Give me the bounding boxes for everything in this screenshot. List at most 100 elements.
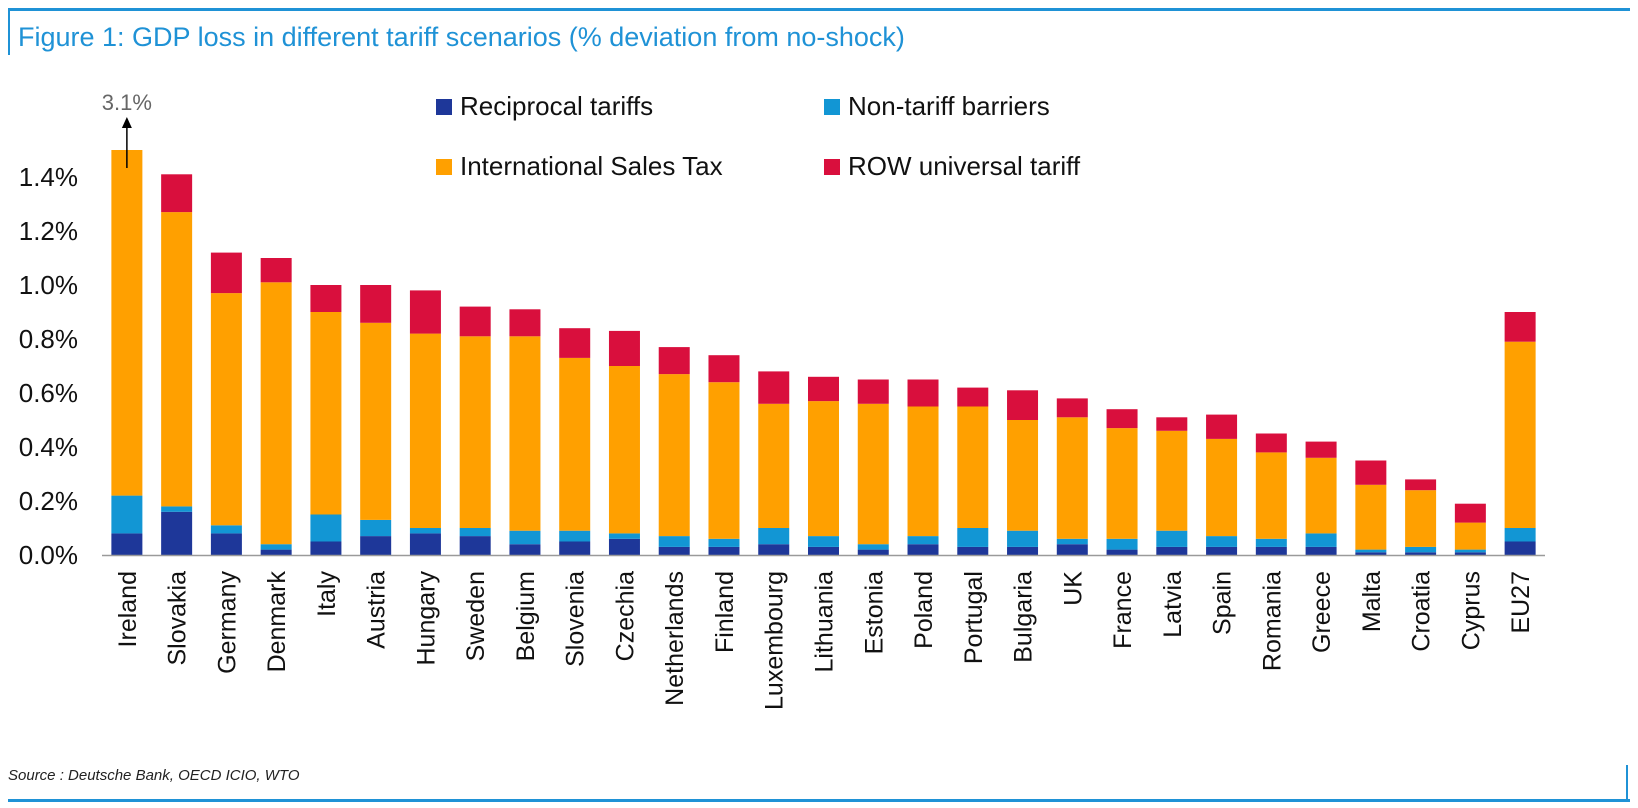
bar-segment-reciprocal [310, 541, 342, 555]
bar-segment-nontariff [559, 530, 591, 542]
bar-segment-reciprocal [857, 549, 889, 555]
bar-segment-nontariff [1156, 530, 1188, 547]
bar-segment-row [608, 330, 640, 366]
bar-segment-row [459, 306, 491, 337]
bar-segment-reciprocal [608, 538, 640, 555]
bar-segment-row [1007, 390, 1039, 420]
header-side-rule [8, 8, 10, 55]
x-category-label: Italy [313, 571, 341, 617]
x-category-label: Slovakia [164, 571, 192, 666]
bar-segment-row [907, 379, 939, 407]
bar-segment-ist [857, 403, 889, 545]
bar-segment-ist [1405, 490, 1437, 547]
annotation-arrow-head [121, 117, 132, 128]
bar-segment-row [509, 309, 541, 337]
bar-segment-row [1056, 398, 1088, 418]
bar-segment-reciprocal [708, 546, 740, 555]
y-tick-label: 0.6% [19, 378, 78, 408]
bar-segment-ist [808, 401, 839, 537]
x-category-label: Greece [1308, 571, 1336, 653]
bar-segment-ist [210, 293, 242, 526]
bar-segment-nontariff [260, 544, 292, 550]
bar-segment-ist [260, 282, 292, 545]
bar-segment-row [360, 285, 392, 323]
x-category-label: Czechia [611, 571, 639, 661]
bar-segment-nontariff [409, 528, 441, 534]
bar-segment-row [1206, 414, 1238, 439]
bar-segment-ist [559, 357, 591, 531]
legend-label-ist: International Sales Tax [460, 151, 723, 181]
y-tick-label: 1.2% [19, 216, 78, 246]
bar-segment-nontariff [1355, 549, 1387, 553]
x-category-label: Malta [1358, 571, 1386, 632]
bar-segment-ist [1305, 457, 1337, 534]
bar-segment-nontariff [907, 536, 939, 545]
bar-segment-ist [1255, 452, 1287, 539]
bar-segment-reciprocal [758, 544, 790, 555]
header-rule [8, 8, 1630, 11]
bar-segment-row [708, 355, 740, 383]
bar-segment-row [161, 174, 193, 213]
bar-segment-row [1405, 479, 1437, 491]
x-category-label: Cyprus [1457, 571, 1485, 650]
bar-segment-ist [1206, 438, 1238, 537]
bar-segment-ist [1504, 341, 1536, 528]
bar-segment-reciprocal [957, 546, 989, 555]
bar-segment-reciprocal [1056, 544, 1088, 555]
bar-segment-nontariff [310, 514, 342, 542]
bar-segment-reciprocal [1504, 541, 1536, 555]
bar-segment-reciprocal [1106, 549, 1138, 555]
bar-segment-nontariff [957, 528, 989, 547]
x-category-label: Belgium [512, 571, 540, 661]
bar-segment-row [1106, 409, 1138, 429]
x-category-label: Latvia [1159, 571, 1187, 638]
bar-segment-row [210, 252, 242, 294]
bar-segment-reciprocal [260, 549, 292, 555]
bar-segment-row [1355, 460, 1387, 485]
bar-segment-row [260, 258, 292, 283]
bar-segment-row [1156, 417, 1188, 431]
bar-segment-nontariff [1454, 549, 1486, 553]
x-category-label: Spain [1209, 571, 1237, 635]
bar-segment-ist [907, 406, 939, 537]
legend-swatch-ist [436, 159, 452, 175]
bar-segment-ist [459, 336, 491, 528]
bar-segment-row [409, 290, 441, 334]
bar-segment-nontariff [1405, 546, 1437, 553]
x-category-label: Denmark [263, 571, 291, 673]
bar-segment-reciprocal [161, 511, 193, 555]
bar-segment-nontariff [1255, 538, 1287, 547]
bar-segment-nontariff [758, 528, 790, 545]
bar-segment-ist [957, 406, 989, 528]
bar-segment-ist [1007, 420, 1039, 531]
x-category-label: Poland [910, 571, 938, 649]
bar-segment-reciprocal [1156, 546, 1188, 555]
x-category-label: Luxembourg [761, 571, 789, 710]
bar-segment-reciprocal [1355, 552, 1387, 555]
footer-side-rule [1626, 765, 1628, 799]
bar-segment-row [1504, 312, 1536, 342]
bar-segment-nontariff [1504, 528, 1536, 542]
bar-segment-nontariff [1206, 536, 1238, 547]
y-tick-label: 1.4% [19, 162, 78, 192]
bar-segment-ist [1454, 522, 1486, 550]
x-category-label: Germany [213, 571, 241, 674]
bar-segment-row [1255, 433, 1287, 453]
bar-segment-reciprocal [658, 546, 690, 555]
bar-segment-reciprocal [459, 536, 491, 555]
source-note: Source : Deutsche Bank, OECD ICIO, WTO [8, 767, 300, 784]
annotation-label: 3.1% [102, 90, 152, 115]
legend-swatch-row [824, 159, 840, 175]
legend-label-row: ROW universal tariff [848, 151, 1081, 181]
bar-segment-reciprocal [1255, 546, 1287, 555]
legend-swatch-nontariff [824, 99, 840, 115]
bar-segment-reciprocal [559, 541, 591, 555]
bar-segment-ist [509, 336, 541, 531]
bar-segment-reciprocal [907, 544, 939, 555]
bar-segment-nontariff [808, 536, 839, 547]
bar-segment-reciprocal [360, 536, 392, 555]
y-tick-label: 0.2% [19, 486, 78, 516]
x-category-label: Lithuania [811, 571, 839, 673]
bar-segment-nontariff [1305, 533, 1337, 547]
x-category-label: Estonia [860, 571, 888, 654]
